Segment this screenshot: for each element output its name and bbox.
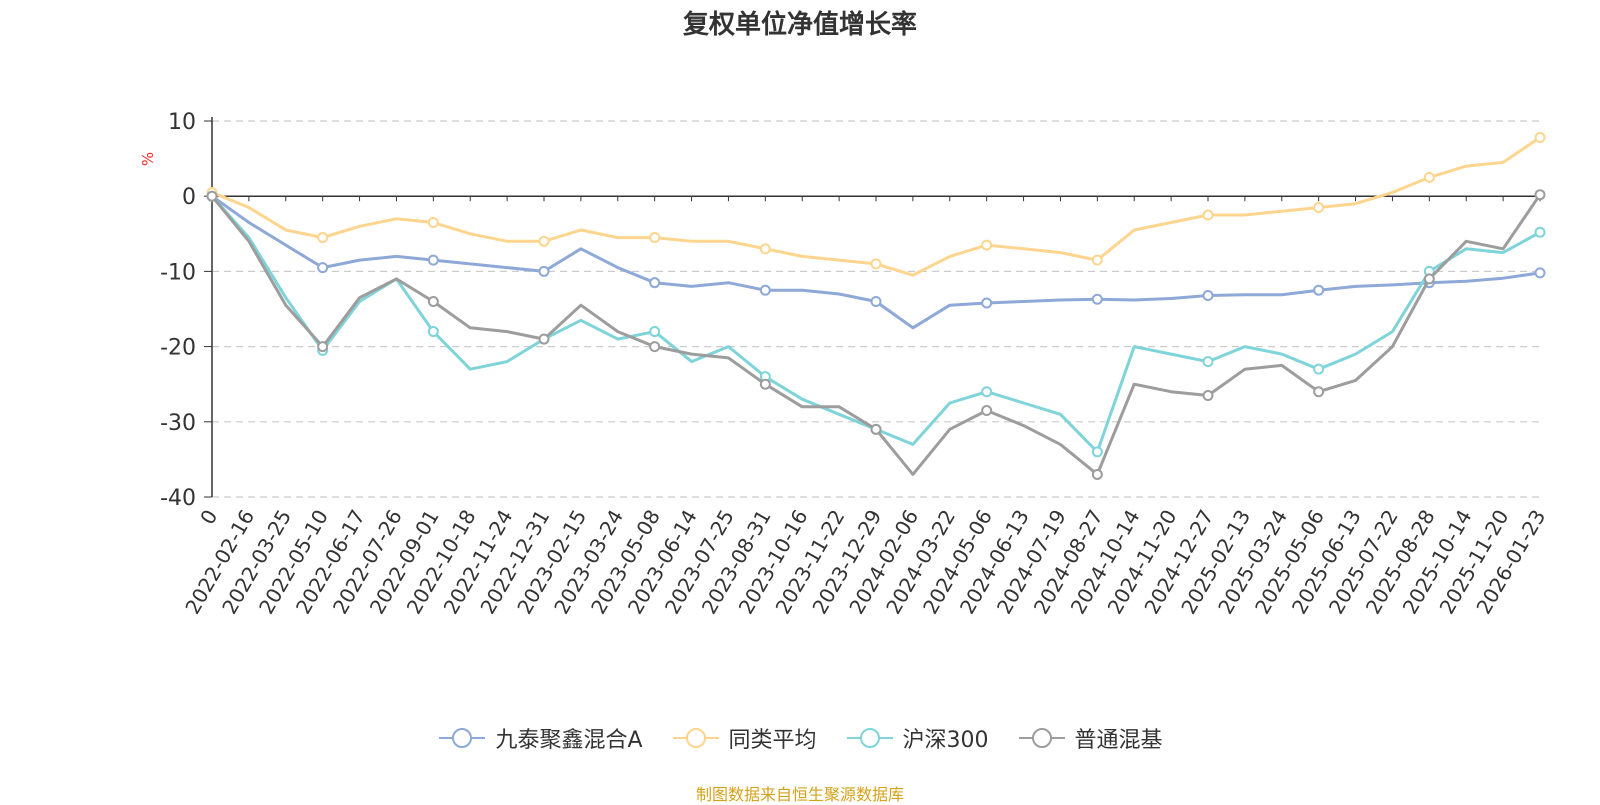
data-source-note: 制图数据来自恒生聚源数据库 (695, 785, 904, 804)
series-point-3 (1091, 468, 1103, 480)
series-point-3 (870, 423, 882, 435)
legend-item-fund[interactable]: 九泰聚鑫混合A (437, 722, 643, 754)
series-line-2 (210, 195, 1541, 454)
series-line-1 (211, 136, 1541, 277)
series-point-3 (1202, 389, 1214, 401)
series-point-1 (759, 243, 771, 255)
series-point-1 (1534, 132, 1546, 144)
series-point-2 (1202, 356, 1214, 368)
legend-line-circle-icon (439, 728, 486, 748)
series-point-3 (1313, 386, 1325, 398)
series-point-2 (1313, 363, 1325, 375)
series-point-3 (759, 378, 771, 390)
series-point-2 (649, 326, 661, 338)
line-chart: 100-10-20-30-4002022-02-162022-03-252022… (160, 110, 1550, 618)
series-point-3 (981, 405, 993, 417)
legend-item-hybrid-funds[interactable]: 普通混基 (1017, 722, 1163, 754)
legend: 九泰聚鑫混合A 同类平均 沪深300 普通混基 (0, 722, 1600, 754)
series-point-2 (427, 326, 439, 338)
series-point-0 (981, 297, 993, 309)
y-tick-label: -40 (160, 486, 196, 511)
series-point-1 (649, 232, 661, 244)
legend-line-circle-icon (1018, 728, 1065, 748)
series-point-0 (538, 265, 550, 277)
legend-label: 沪深300 (902, 728, 989, 753)
series-point-3 (1534, 189, 1546, 201)
series-point-1 (1313, 201, 1325, 213)
series-point-1 (870, 258, 882, 270)
y-tick-label: -10 (160, 260, 196, 285)
series-point-3 (1423, 273, 1435, 285)
series-point-1 (1423, 171, 1435, 183)
series-point-0 (1091, 293, 1103, 305)
series-point-0 (1534, 267, 1546, 279)
series-point-1 (427, 217, 439, 229)
series-point-1 (538, 235, 550, 247)
legend-label: 普通混基 (1074, 728, 1163, 753)
series-point-3 (538, 333, 550, 345)
series-point-0 (427, 254, 439, 266)
y-tick-label: -20 (160, 336, 196, 361)
series-point-3 (317, 341, 329, 353)
series-point-1 (1091, 254, 1103, 266)
series-point-0 (317, 262, 329, 274)
y-tick-label: -30 (160, 411, 196, 436)
legend-item-csi300[interactable]: 沪深300 (845, 722, 989, 754)
y-tick-label: 10 (168, 110, 196, 135)
series-point-1 (1202, 209, 1214, 221)
chart-title: 复权单位净值增长率 (682, 10, 917, 40)
series-point-2 (981, 386, 993, 398)
series-point-0 (1313, 284, 1325, 296)
series-point-0 (759, 284, 771, 296)
series-point-3 (206, 190, 218, 202)
series-point-0 (870, 295, 882, 307)
series-point-3 (649, 341, 661, 353)
series-point-0 (1202, 289, 1214, 301)
y-tick-label: 0 (182, 185, 196, 210)
legend-line-circle-icon (672, 728, 719, 748)
series-point-0 (649, 277, 661, 289)
legend-line-circle-icon (846, 728, 893, 748)
x-tick-label: 0 (195, 506, 222, 529)
series-point-3 (427, 295, 439, 307)
series-point-1 (981, 239, 993, 251)
legend-label: 同类平均 (728, 728, 817, 753)
series-point-2 (1091, 446, 1103, 458)
legend-label: 九泰聚鑫混合A (495, 728, 643, 753)
series-point-2 (1534, 226, 1546, 238)
legend-item-category-average[interactable]: 同类平均 (671, 722, 817, 754)
series-point-1 (317, 232, 329, 244)
